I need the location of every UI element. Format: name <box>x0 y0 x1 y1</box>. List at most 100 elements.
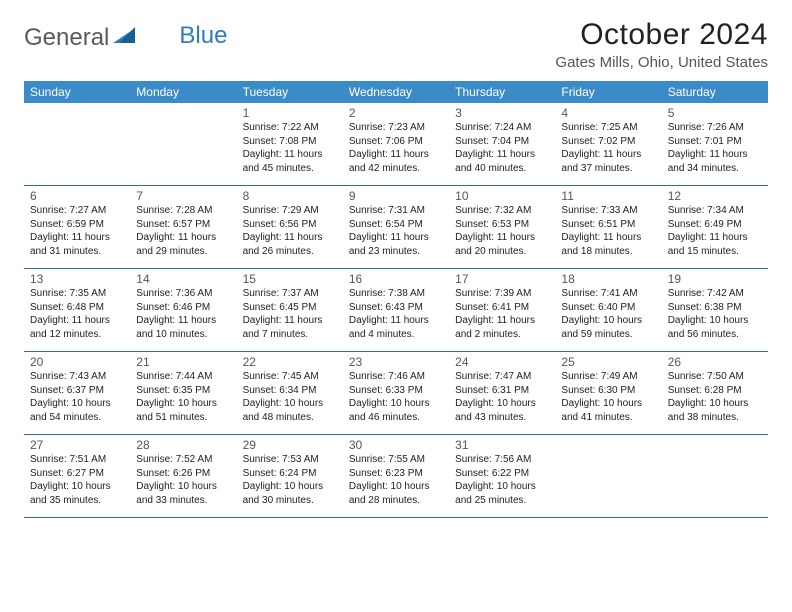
sunset-text: Sunset: 6:24 PM <box>243 467 337 481</box>
day-number: 25 <box>561 355 655 369</box>
calendar-day: 10Sunrise: 7:32 AMSunset: 6:53 PMDayligh… <box>449 186 555 268</box>
calendar-day: 8Sunrise: 7:29 AMSunset: 6:56 PMDaylight… <box>237 186 343 268</box>
daylight-text: Daylight: 10 hours and 38 minutes. <box>668 397 762 424</box>
logo-text-blue: Blue <box>179 22 227 50</box>
sunset-text: Sunset: 7:06 PM <box>349 135 443 149</box>
daylight-text: Daylight: 10 hours and 56 minutes. <box>668 314 762 341</box>
daylight-text: Daylight: 11 hours and 26 minutes. <box>243 231 337 258</box>
calendar-day: 1Sunrise: 7:22 AMSunset: 7:08 PMDaylight… <box>237 103 343 185</box>
calendar-day: 21Sunrise: 7:44 AMSunset: 6:35 PMDayligh… <box>130 352 236 434</box>
sunset-text: Sunset: 7:04 PM <box>455 135 549 149</box>
weekday-header: Thursday <box>449 81 555 103</box>
day-number: 21 <box>136 355 230 369</box>
calendar-day: 7Sunrise: 7:28 AMSunset: 6:57 PMDaylight… <box>130 186 236 268</box>
sunset-text: Sunset: 6:49 PM <box>668 218 762 232</box>
sunset-text: Sunset: 6:51 PM <box>561 218 655 232</box>
sunrise-text: Sunrise: 7:27 AM <box>30 204 124 218</box>
day-number: 13 <box>30 272 124 286</box>
calendar-day: 18Sunrise: 7:41 AMSunset: 6:40 PMDayligh… <box>555 269 661 351</box>
sunset-text: Sunset: 6:26 PM <box>136 467 230 481</box>
calendar-week: 6Sunrise: 7:27 AMSunset: 6:59 PMDaylight… <box>24 186 768 269</box>
daylight-text: Daylight: 11 hours and 4 minutes. <box>349 314 443 341</box>
calendar-day <box>130 103 236 185</box>
calendar-day: 19Sunrise: 7:42 AMSunset: 6:38 PMDayligh… <box>662 269 768 351</box>
calendar-week: 27Sunrise: 7:51 AMSunset: 6:27 PMDayligh… <box>24 435 768 518</box>
sunrise-text: Sunrise: 7:24 AM <box>455 121 549 135</box>
weekday-header: Wednesday <box>343 81 449 103</box>
day-number: 18 <box>561 272 655 286</box>
calendar-day: 22Sunrise: 7:45 AMSunset: 6:34 PMDayligh… <box>237 352 343 434</box>
daylight-text: Daylight: 11 hours and 10 minutes. <box>136 314 230 341</box>
calendar: SundayMondayTuesdayWednesdayThursdayFrid… <box>24 81 768 518</box>
sunrise-text: Sunrise: 7:49 AM <box>561 370 655 384</box>
day-number: 30 <box>349 438 443 452</box>
calendar-day: 25Sunrise: 7:49 AMSunset: 6:30 PMDayligh… <box>555 352 661 434</box>
sunset-text: Sunset: 7:01 PM <box>668 135 762 149</box>
sunrise-text: Sunrise: 7:53 AM <box>243 453 337 467</box>
daylight-text: Daylight: 10 hours and 28 minutes. <box>349 480 443 507</box>
day-number: 31 <box>455 438 549 452</box>
header: General Blue October 2024 Gates Mills, O… <box>24 18 768 71</box>
day-number: 16 <box>349 272 443 286</box>
sunrise-text: Sunrise: 7:44 AM <box>136 370 230 384</box>
calendar-day: 4Sunrise: 7:25 AMSunset: 7:02 PMDaylight… <box>555 103 661 185</box>
sunrise-text: Sunrise: 7:52 AM <box>136 453 230 467</box>
sunrise-text: Sunrise: 7:42 AM <box>668 287 762 301</box>
sunrise-text: Sunrise: 7:35 AM <box>30 287 124 301</box>
sunset-text: Sunset: 6:38 PM <box>668 301 762 315</box>
sunset-text: Sunset: 6:45 PM <box>243 301 337 315</box>
sunset-text: Sunset: 6:22 PM <box>455 467 549 481</box>
weekday-header-row: SundayMondayTuesdayWednesdayThursdayFrid… <box>24 81 768 103</box>
daylight-text: Daylight: 11 hours and 42 minutes. <box>349 148 443 175</box>
sunset-text: Sunset: 6:31 PM <box>455 384 549 398</box>
sunrise-text: Sunrise: 7:26 AM <box>668 121 762 135</box>
calendar-day: 29Sunrise: 7:53 AMSunset: 6:24 PMDayligh… <box>237 435 343 517</box>
sunrise-text: Sunrise: 7:45 AM <box>243 370 337 384</box>
day-number: 14 <box>136 272 230 286</box>
day-number: 5 <box>668 106 762 120</box>
sunset-text: Sunset: 6:30 PM <box>561 384 655 398</box>
sunset-text: Sunset: 6:23 PM <box>349 467 443 481</box>
calendar-day <box>555 435 661 517</box>
day-number: 26 <box>668 355 762 369</box>
daylight-text: Daylight: 11 hours and 15 minutes. <box>668 231 762 258</box>
sunset-text: Sunset: 6:28 PM <box>668 384 762 398</box>
calendar-day: 16Sunrise: 7:38 AMSunset: 6:43 PMDayligh… <box>343 269 449 351</box>
sunset-text: Sunset: 6:37 PM <box>30 384 124 398</box>
sunrise-text: Sunrise: 7:43 AM <box>30 370 124 384</box>
daylight-text: Daylight: 10 hours and 25 minutes. <box>455 480 549 507</box>
sunset-text: Sunset: 6:53 PM <box>455 218 549 232</box>
sunset-text: Sunset: 7:08 PM <box>243 135 337 149</box>
sunrise-text: Sunrise: 7:56 AM <box>455 453 549 467</box>
day-number: 8 <box>243 189 337 203</box>
sunrise-text: Sunrise: 7:55 AM <box>349 453 443 467</box>
sunrise-text: Sunrise: 7:36 AM <box>136 287 230 301</box>
weekday-header: Tuesday <box>237 81 343 103</box>
calendar-day: 20Sunrise: 7:43 AMSunset: 6:37 PMDayligh… <box>24 352 130 434</box>
sunrise-text: Sunrise: 7:32 AM <box>455 204 549 218</box>
calendar-day: 2Sunrise: 7:23 AMSunset: 7:06 PMDaylight… <box>343 103 449 185</box>
logo-mark-icon <box>113 24 135 52</box>
weekday-header: Monday <box>130 81 236 103</box>
day-number: 22 <box>243 355 337 369</box>
day-number: 3 <box>455 106 549 120</box>
calendar-day: 3Sunrise: 7:24 AMSunset: 7:04 PMDaylight… <box>449 103 555 185</box>
calendar-day: 5Sunrise: 7:26 AMSunset: 7:01 PMDaylight… <box>662 103 768 185</box>
daylight-text: Daylight: 11 hours and 23 minutes. <box>349 231 443 258</box>
calendar-day <box>24 103 130 185</box>
sunset-text: Sunset: 6:35 PM <box>136 384 230 398</box>
weekday-header: Saturday <box>662 81 768 103</box>
logo-text-gray: General <box>24 24 109 52</box>
sunset-text: Sunset: 6:46 PM <box>136 301 230 315</box>
calendar-day: 31Sunrise: 7:56 AMSunset: 6:22 PMDayligh… <box>449 435 555 517</box>
sunset-text: Sunset: 6:56 PM <box>243 218 337 232</box>
calendar-day <box>662 435 768 517</box>
sunrise-text: Sunrise: 7:25 AM <box>561 121 655 135</box>
sunrise-text: Sunrise: 7:50 AM <box>668 370 762 384</box>
day-number: 19 <box>668 272 762 286</box>
daylight-text: Daylight: 10 hours and 30 minutes. <box>243 480 337 507</box>
calendar-day: 9Sunrise: 7:31 AMSunset: 6:54 PMDaylight… <box>343 186 449 268</box>
day-number: 11 <box>561 189 655 203</box>
calendar-week: 1Sunrise: 7:22 AMSunset: 7:08 PMDaylight… <box>24 103 768 186</box>
day-number: 20 <box>30 355 124 369</box>
